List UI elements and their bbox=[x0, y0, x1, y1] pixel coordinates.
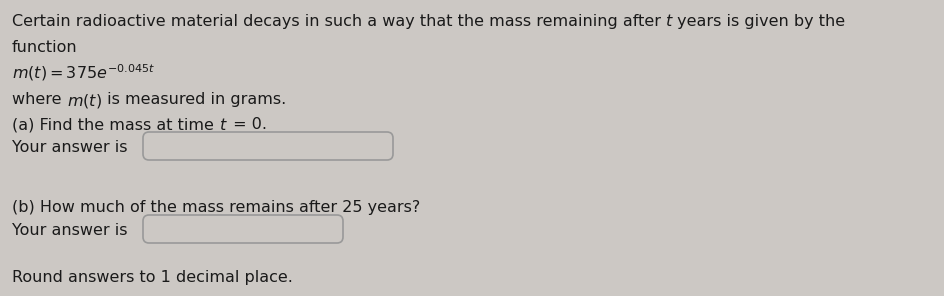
Text: Your answer is: Your answer is bbox=[12, 223, 127, 238]
Text: is measured in grams.: is measured in grams. bbox=[102, 92, 286, 107]
Text: Round answers to 1 decimal place.: Round answers to 1 decimal place. bbox=[12, 270, 293, 285]
FancyBboxPatch shape bbox=[143, 132, 393, 160]
Text: (a) Find the mass at time: (a) Find the mass at time bbox=[12, 117, 219, 132]
Text: years is given by the: years is given by the bbox=[672, 14, 846, 29]
Text: $t$: $t$ bbox=[219, 117, 228, 133]
Text: function: function bbox=[12, 40, 77, 55]
Text: Your answer is: Your answer is bbox=[12, 140, 127, 155]
Text: where: where bbox=[12, 92, 67, 107]
Text: (b) How much of the mass remains after 25 years?: (b) How much of the mass remains after 2… bbox=[12, 200, 420, 215]
FancyBboxPatch shape bbox=[143, 215, 343, 243]
Text: $m(t) = 375e^{-0.045t}$: $m(t) = 375e^{-0.045t}$ bbox=[12, 62, 155, 83]
Text: t: t bbox=[666, 14, 672, 29]
Text: = 0.: = 0. bbox=[228, 117, 267, 132]
Text: $m(t)$: $m(t)$ bbox=[67, 92, 102, 110]
Text: Certain radioactive material decays in such a way that the mass remaining after: Certain radioactive material decays in s… bbox=[12, 14, 666, 29]
